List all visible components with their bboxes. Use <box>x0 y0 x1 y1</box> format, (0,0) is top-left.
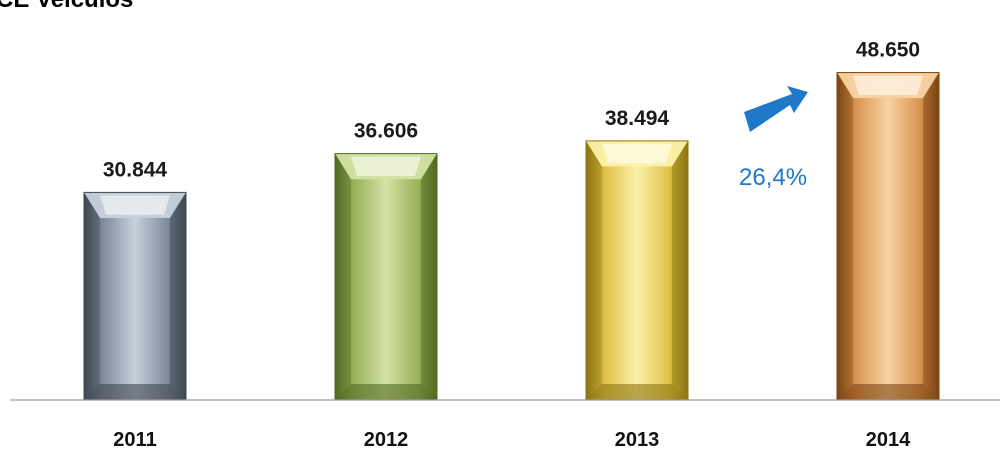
bar-body <box>84 192 186 400</box>
bar-body <box>837 72 939 400</box>
growth-annotation: 26,4% <box>739 86 808 191</box>
bar-highlight <box>100 195 170 215</box>
bar-2014 <box>836 72 940 401</box>
bar-left-bevel <box>837 72 853 400</box>
bar-highlight <box>351 156 421 177</box>
growth-arrow-icon <box>744 86 808 132</box>
bar-left-bevel <box>335 153 351 400</box>
bar-right-bevel <box>170 192 186 400</box>
bar-right-bevel <box>672 140 688 400</box>
bar-2013 <box>585 140 689 401</box>
category-label: 2012 <box>364 429 409 451</box>
bar-body <box>335 153 437 400</box>
bar-bottom-bevel <box>335 384 437 400</box>
bar-highlight <box>602 143 672 164</box>
bar-left-bevel <box>84 192 100 400</box>
category-label: 2013 <box>615 429 660 451</box>
bar-2012 <box>334 153 438 401</box>
chart-title: CE Veículos <box>0 0 133 14</box>
category-label: 2011 <box>113 429 156 451</box>
value-label: 48.650 <box>856 39 920 62</box>
bar-left-bevel <box>586 140 602 400</box>
bar-highlight <box>853 75 923 95</box>
bar-2011 <box>83 191 187 401</box>
value-label: 38.494 <box>605 107 670 130</box>
value-label: 30.844 <box>103 158 168 181</box>
bar-body <box>586 140 688 400</box>
bar-right-bevel <box>421 153 437 400</box>
bar-bottom-bevel <box>586 384 688 400</box>
bars-group <box>83 72 940 401</box>
category-label: 2014 <box>866 429 911 451</box>
value-label: 36.606 <box>354 120 418 143</box>
growth-label: 26,4% <box>739 164 807 191</box>
labels-group: 30.844 2011 36.606 2012 38.494 2013 48.650 2014 <box>103 39 920 451</box>
bar-right-bevel <box>923 72 939 400</box>
bar-bottom-bevel <box>837 384 939 400</box>
bar-bottom-bevel <box>84 384 186 400</box>
